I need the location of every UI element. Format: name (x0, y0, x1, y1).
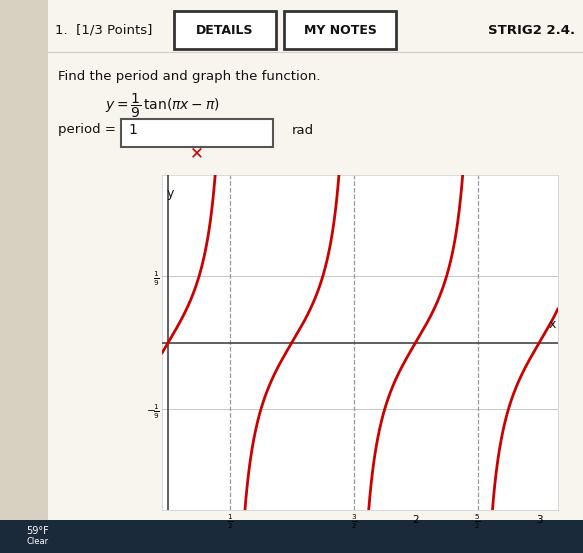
Text: 59°F: 59°F (27, 526, 50, 536)
Text: period =: period = (58, 123, 120, 137)
Text: x: x (549, 318, 556, 331)
Text: 1: 1 (128, 123, 137, 137)
Bar (0, 0, 48, 553)
FancyBboxPatch shape (284, 11, 396, 49)
FancyBboxPatch shape (174, 11, 276, 49)
Text: STRIG2 2.4.: STRIG2 2.4. (488, 23, 575, 36)
Text: rad: rad (292, 123, 314, 137)
Text: y: y (167, 187, 174, 200)
Text: MY NOTES: MY NOTES (304, 23, 377, 36)
Bar (0, 520, 583, 553)
Text: ✕: ✕ (190, 144, 204, 162)
FancyBboxPatch shape (121, 119, 273, 147)
Text: $y = \dfrac{1}{9}\,\tan(\pi x - \pi)$: $y = \dfrac{1}{9}\,\tan(\pi x - \pi)$ (105, 92, 220, 121)
Text: DETAILS: DETAILS (196, 23, 254, 36)
Text: 1.  [1/3 Points]: 1. [1/3 Points] (55, 23, 152, 36)
Text: Clear: Clear (27, 536, 49, 545)
Text: Find the period and graph the function.: Find the period and graph the function. (58, 70, 321, 83)
